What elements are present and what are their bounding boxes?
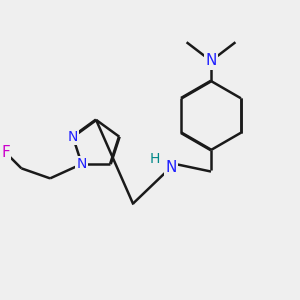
Text: F: F (1, 145, 10, 160)
Text: N: N (205, 53, 217, 68)
Text: H: H (150, 152, 160, 166)
Text: N: N (68, 130, 78, 144)
Text: N: N (165, 160, 176, 175)
Text: N: N (76, 157, 87, 171)
